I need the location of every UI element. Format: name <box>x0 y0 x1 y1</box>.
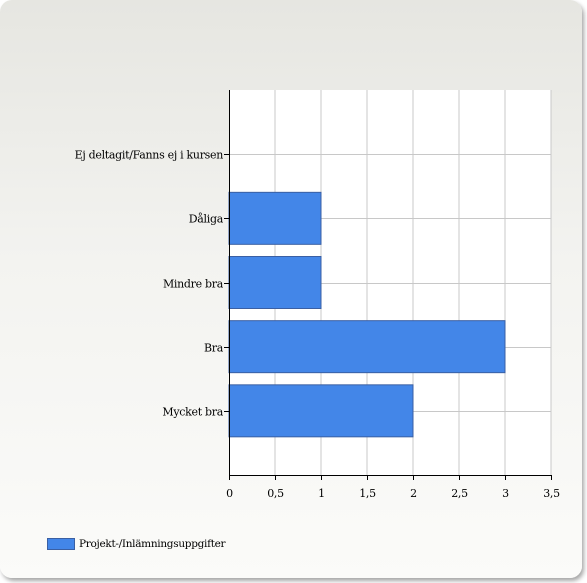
y-tick-label: Dåliga <box>189 213 224 226</box>
legend: Projekt-/Inlämningsuppgifter <box>47 537 226 551</box>
x-tick-label: 1,5 <box>359 487 376 500</box>
axes <box>224 90 552 480</box>
bar <box>228 320 506 374</box>
legend-label: Projekt-/Inlämningsuppgifter <box>79 538 226 550</box>
legend-swatch <box>47 538 75 550</box>
y-tick-label: Bra <box>204 342 224 355</box>
bar <box>228 384 414 438</box>
bar <box>228 191 322 245</box>
x-tick-label: 3,5 <box>543 487 560 500</box>
y-tick-label: Mindre bra <box>163 278 224 291</box>
y-tick-label: Ej deltagit/Fanns ej i kursen <box>75 149 224 162</box>
x-tick-label: 1 <box>318 487 325 500</box>
x-tick-label: 0,5 <box>267 487 284 500</box>
x-tick-label: 3 <box>502 487 509 500</box>
bars <box>228 191 506 438</box>
y-tick-label: Mycket bra <box>162 406 223 419</box>
x-tick-label: 2 <box>410 487 417 500</box>
x-tick-label: 2,5 <box>451 487 468 500</box>
axis-labels: 0 0,5 1 1,5 2 2,5 3 3,5 Ej deltagit/Fanns ej i k… <box>75 149 561 501</box>
bar <box>228 256 322 309</box>
x-tick-label: 0 <box>226 487 233 500</box>
